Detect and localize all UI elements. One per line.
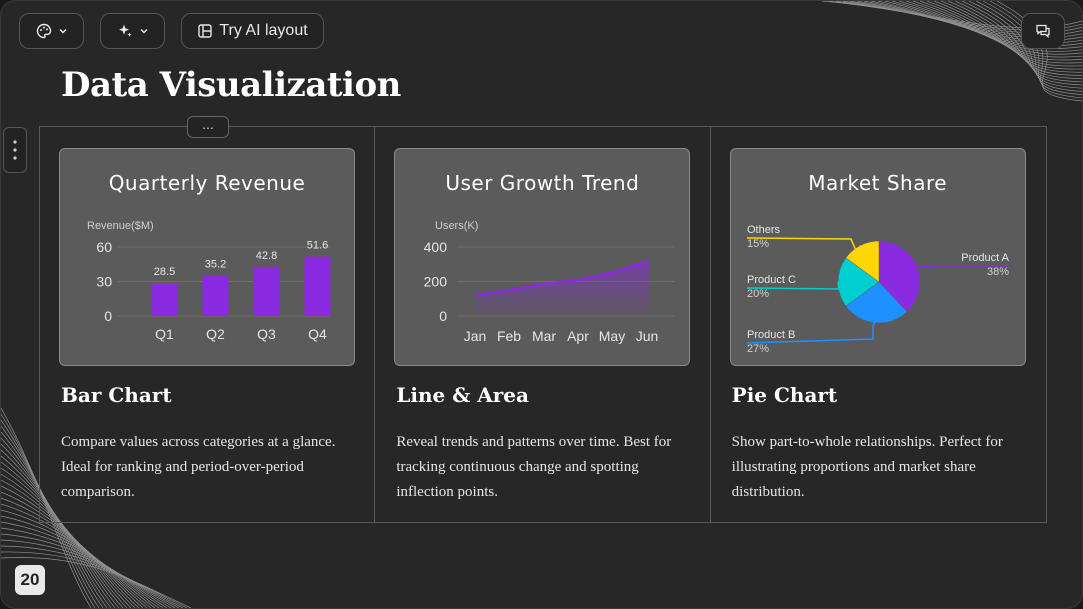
block-drag-handle[interactable]: ... (187, 116, 229, 138)
try-ai-layout-button[interactable]: Try AI layout (181, 13, 324, 49)
pie-slice (837, 257, 880, 307)
ai-tools-dropdown-button[interactable] (100, 13, 165, 49)
y-tick-label: 0 (440, 308, 448, 324)
leader-line (746, 237, 861, 255)
slice-percent: 15% (747, 238, 769, 250)
y-tick-label: 30 (96, 274, 112, 290)
sparkle-icon (118, 24, 132, 37)
y-tick-label: 400 (424, 239, 448, 255)
chart-card-area[interactable]: User Growth Trend Users(K) 0 200 400 Jan Feb M… (394, 148, 691, 366)
bar (151, 283, 178, 316)
bar (253, 266, 280, 316)
bar (202, 275, 229, 316)
card-title: User Growth Trend (445, 171, 640, 195)
x-tick-label: Q3 (257, 326, 276, 342)
slice-label: Product C (747, 274, 796, 286)
y-axis-label: Users(K) (435, 220, 478, 232)
x-tick-label: Q4 (308, 326, 327, 342)
chevron-down-icon (59, 29, 66, 34)
slice-percent: 27% (747, 343, 769, 355)
vertical-dots-icon (13, 140, 17, 160)
column-heading: Line & Area (396, 383, 529, 407)
column-line-area-chart[interactable]: User Growth Trend Users(K) 0 200 400 Jan Feb M… (375, 127, 711, 522)
comment-icon (1036, 24, 1050, 38)
column-description: Compare values across categories at a gl… (61, 434, 336, 500)
pie-slice (878, 240, 920, 313)
x-tick-label: May (599, 328, 625, 344)
series-line (475, 259, 650, 297)
layout-icon (198, 24, 213, 38)
column-description: Show part-to-whole relationships. Perfec… (731, 434, 1003, 500)
slice-percent: 20% (747, 288, 769, 300)
slice-label: Product A (961, 252, 1009, 264)
bar (304, 256, 331, 316)
data-label: 51.6 (307, 240, 328, 252)
leader-line (746, 281, 840, 290)
chart-card-pie[interactable]: Market Share Product A 38% Product B 27% Pro… (729, 148, 1026, 366)
column-heading: Bar Chart (61, 383, 172, 407)
x-tick-label: Apr (567, 328, 589, 344)
slice-label: Others (747, 224, 781, 236)
slide-title[interactable]: Data Visualization (61, 65, 401, 105)
try-ai-layout-label: Try AI layout (219, 22, 308, 39)
data-label: 35.2 (205, 259, 226, 271)
data-label: 42.8 (256, 250, 277, 262)
card-title: Market Share (808, 171, 948, 195)
leader-line (746, 322, 876, 344)
x-tick-label: Feb (497, 328, 521, 344)
area-chart: Users(K) 0 200 400 Jan Feb Mar Apr May Jun (424, 220, 676, 344)
slice-percent: 38% (987, 266, 1009, 278)
y-tick-label: 0 (104, 308, 112, 324)
chart-card-bar[interactable]: Quarterly Revenue Revenue($M) 0 30 60 28.5 Q1… (59, 148, 355, 366)
pie-chart: Product A 38% Product B 27% Product C 20% Othe… (746, 224, 1009, 355)
chart-grid: Quarterly Revenue Revenue($M) 0 30 60 28.5 Q1… (39, 126, 1047, 523)
column-description: Reveal trends and patterns over time. Be… (396, 434, 672, 500)
y-axis-label: Revenue($M) (87, 220, 154, 232)
comment-button[interactable] (1021, 13, 1065, 49)
x-tick-label: Q2 (206, 326, 225, 342)
x-tick-label: Jun (636, 328, 659, 344)
leader-line (916, 265, 1009, 268)
column-bar-chart[interactable]: Quarterly Revenue Revenue($M) 0 30 60 28.5 Q1… (40, 127, 376, 522)
card-title: Quarterly Revenue (108, 171, 306, 195)
x-tick-label: Mar (532, 328, 556, 344)
slice-label: Product B (747, 329, 795, 341)
page-number-badge: 20 (15, 565, 45, 595)
data-label: 28.5 (154, 266, 175, 278)
column-pie-chart[interactable]: Market Share Product A 38% Product B 27% Pro… (711, 127, 1046, 522)
chevron-down-icon (140, 29, 147, 34)
column-heading: Pie Chart (731, 383, 838, 407)
theme-dropdown-button[interactable] (19, 13, 84, 49)
x-tick-label: Jan (464, 328, 487, 344)
x-tick-label: Q1 (155, 326, 174, 342)
bar-chart: Revenue($M) 0 30 60 28.5 Q1 35.2 Q2 42.8 Q3 51.6 Q4 (87, 220, 331, 342)
palette-icon (36, 23, 51, 39)
y-tick-label: 200 (424, 274, 448, 290)
side-drag-handle[interactable] (3, 127, 27, 173)
y-tick-label: 60 (96, 239, 112, 255)
